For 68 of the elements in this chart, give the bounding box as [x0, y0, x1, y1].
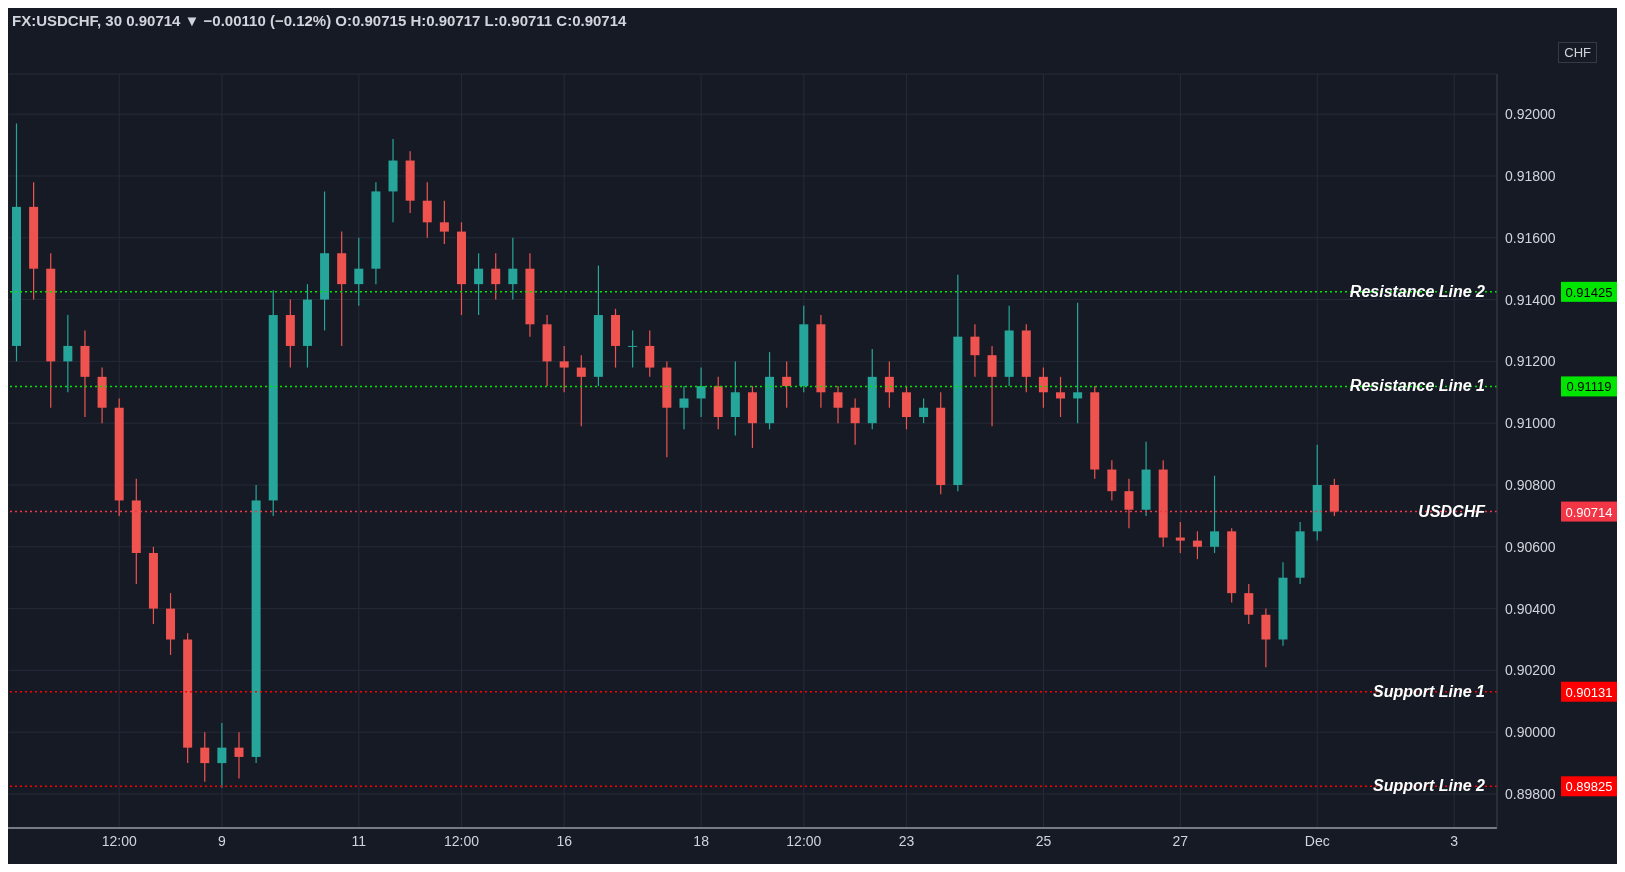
chart-title: FX:USDCHF, 30 0.90714 ▼ −0.00110 (−0.12%) O:0.90715 H:0.90717 L:0.90711 C:0.90714	[11, 11, 628, 31]
y-tick-label: 0.91400	[1505, 291, 1556, 308]
candlestick	[628, 329, 638, 369]
candlestick	[1056, 376, 1066, 418]
text: 0.90714	[1565, 504, 1613, 520]
candlestick	[850, 397, 860, 446]
candlestick	[782, 360, 792, 409]
y-tick-label: 0.90200	[1505, 662, 1556, 679]
candlestick	[217, 722, 227, 789]
text: 0.89825	[1565, 779, 1613, 795]
candlestick	[679, 385, 689, 430]
x-tick-label: 12:00	[444, 832, 480, 849]
y-tick-label: 0.90800	[1505, 476, 1556, 493]
candlestick	[508, 237, 518, 301]
y-tick-label: 0.91800	[1505, 167, 1556, 184]
candlestick	[1244, 583, 1254, 625]
candlestick	[200, 731, 210, 783]
ref-line-label: Support Line 2	[1373, 777, 1486, 795]
y-tick-label: 0.90400	[1505, 600, 1556, 617]
x-tick-label: 9	[218, 832, 227, 849]
candlestick	[559, 345, 569, 393]
candlestick	[474, 252, 484, 316]
y-tick-label: 0.89800	[1505, 785, 1556, 802]
candlestick	[439, 200, 449, 245]
candlestick	[1124, 478, 1134, 529]
candlestick	[919, 397, 929, 424]
x-tick-label: 12:00	[101, 832, 137, 849]
candlestick	[422, 181, 432, 239]
y-tick-label: 0.91000	[1505, 415, 1556, 432]
y-axis-title: CHF	[1558, 42, 1597, 63]
x-tick-label: 11	[351, 832, 367, 849]
x-tick-label: 23	[898, 832, 915, 849]
y-tick-label: 0.90000	[1505, 724, 1556, 741]
candlestick	[234, 731, 244, 780]
candlestick	[970, 323, 980, 378]
candlestick	[491, 252, 501, 301]
y-tick-label: 0.91600	[1505, 229, 1556, 246]
candlestick	[63, 314, 73, 393]
candlestick	[884, 360, 894, 409]
candlestick	[576, 354, 586, 427]
x-tick-label: 16	[556, 832, 573, 849]
text: 0.91425	[1565, 284, 1613, 300]
text: 0.90131	[1565, 684, 1613, 700]
x-tick-label: 3	[1450, 832, 1459, 849]
candlestick	[645, 329, 655, 378]
text: 0.91119	[1566, 379, 1612, 395]
candlestick	[1073, 302, 1083, 424]
y-tick-label: 0.92000	[1505, 106, 1556, 123]
candlestick	[696, 366, 706, 418]
candlestick	[833, 385, 843, 424]
candlestick	[987, 345, 997, 427]
y-tick-label: 0.91200	[1505, 353, 1556, 370]
y-tick-label: 0.90600	[1505, 538, 1556, 555]
ref-line-label: Support Line 1	[1373, 682, 1486, 700]
x-tick-label: 25	[1035, 832, 1052, 849]
x-tick-label: 27	[1172, 832, 1189, 849]
x-tick-label: Dec	[1304, 832, 1330, 849]
ref-line-label: Resistance Line 2	[1349, 282, 1486, 300]
x-tick-label: 18	[693, 832, 710, 849]
candlestick	[1175, 521, 1185, 554]
candlestick	[1107, 459, 1117, 502]
x-tick-label: 12:00	[786, 832, 822, 849]
candlestick	[1210, 475, 1220, 554]
candlestick	[1038, 366, 1048, 409]
candlestick	[1192, 530, 1202, 560]
candlestick	[354, 237, 364, 307]
ref-line-label: Resistance Line 1	[1349, 377, 1486, 395]
ref-line-label: USDCHF	[1418, 502, 1487, 520]
